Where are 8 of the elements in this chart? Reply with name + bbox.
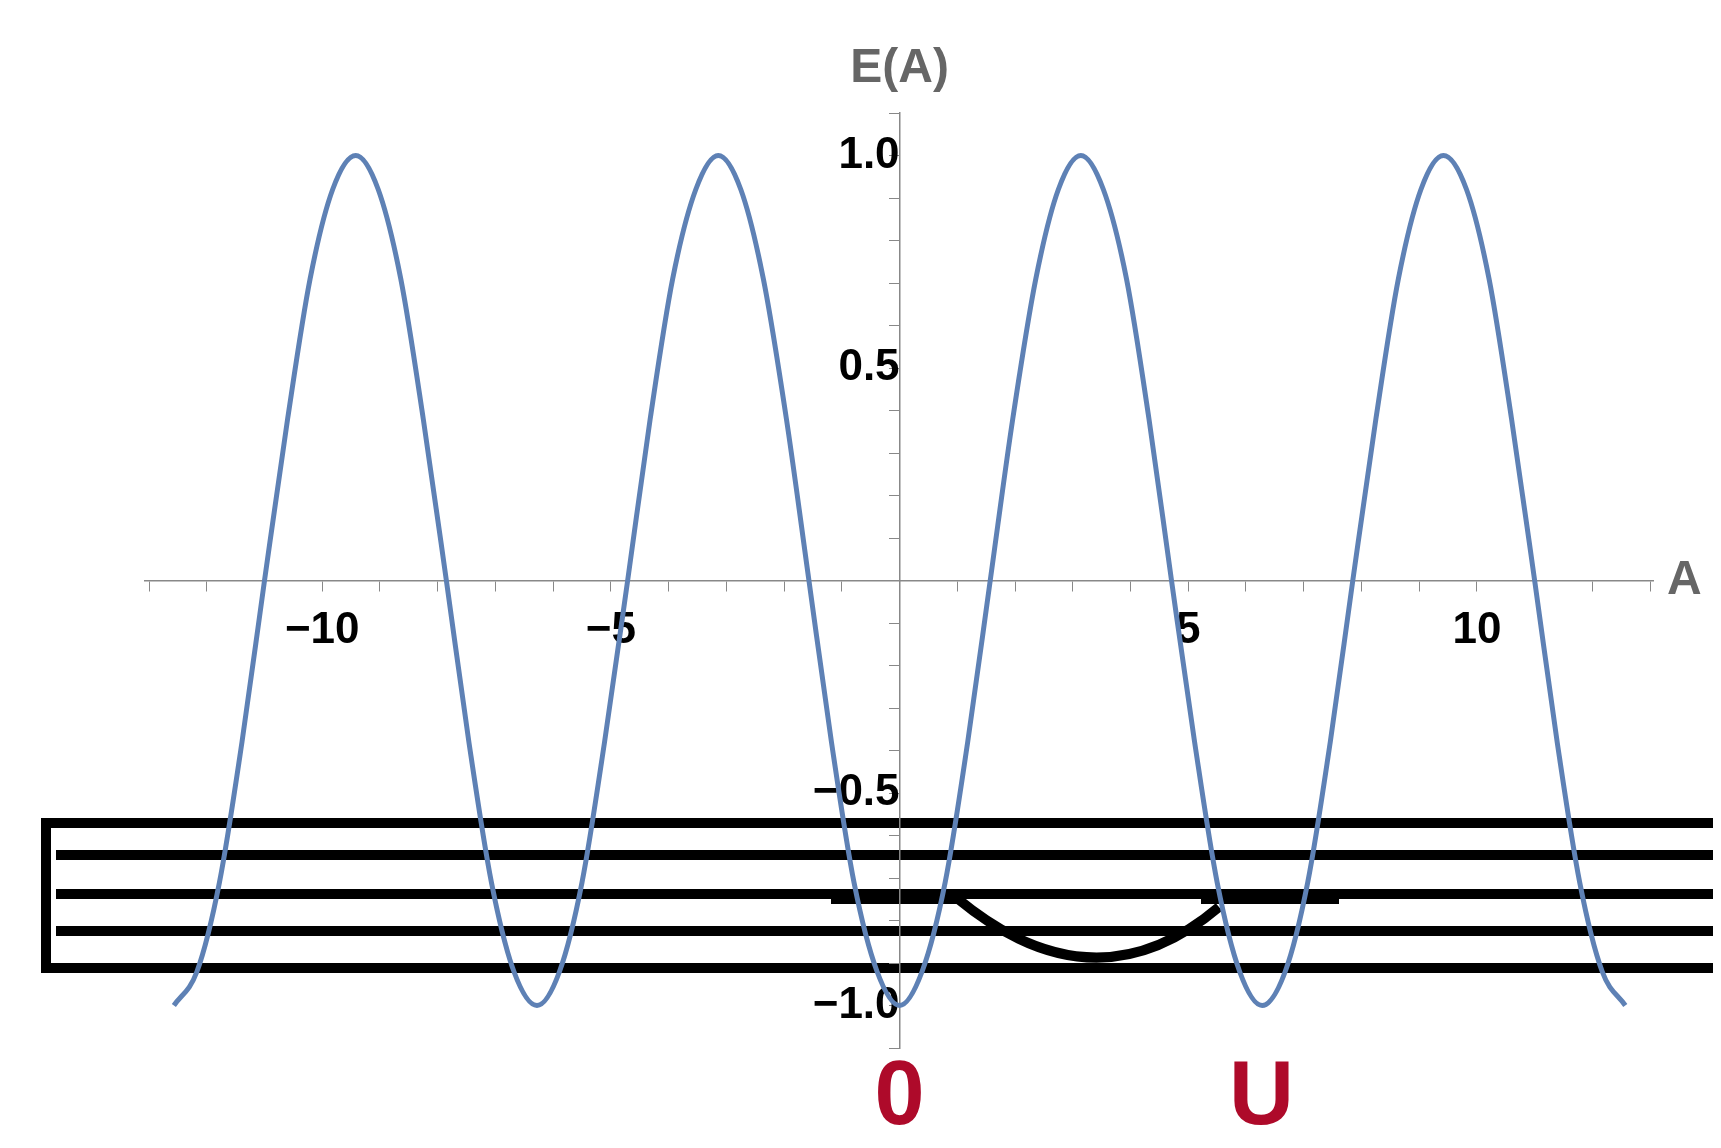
y-tick-label: 1.0 — [838, 127, 900, 177]
y-tick-label: 0.5 — [838, 340, 900, 390]
annotation: U — [1229, 1042, 1295, 1143]
x-tick-label: 10 — [1452, 603, 1502, 653]
x-axis-title: A — [1667, 550, 1702, 604]
x-tick-label: −10 — [284, 603, 360, 653]
annotation: 0 — [874, 1042, 925, 1143]
y-axis-title: E(A) — [850, 39, 949, 93]
